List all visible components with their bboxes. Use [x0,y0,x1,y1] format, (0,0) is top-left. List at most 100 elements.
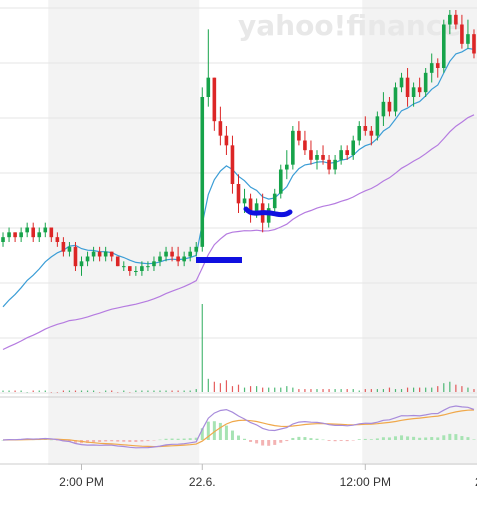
volume-bar [237,384,240,392]
volume-bar [171,390,173,392]
volume-bar [340,389,342,392]
macd-histogram-bar [315,438,319,440]
volume-bar [189,390,191,392]
volume-bar [268,387,270,392]
candle [297,121,301,146]
volume-bar [44,390,46,392]
candle-body [25,227,29,233]
macd-histogram-bar [92,440,96,443]
candle-body [429,63,434,73]
macd-line [2,405,475,449]
macd-histogram-bar [230,430,234,440]
macd-indicator-panel [1,405,476,449]
candle [381,92,386,126]
volume-bar [286,386,288,392]
candle-body [357,126,362,141]
yahoo-finance-watermark: yahoo!finance [238,9,461,42]
volume-bar [370,389,372,392]
candle-body [448,14,452,25]
macd-histogram-bar [400,435,404,440]
candle-body [121,266,126,268]
macd-histogram-bar [418,437,422,440]
candle [272,188,277,213]
candle-body [460,24,464,44]
volume-bar [298,389,300,392]
candle [321,145,325,165]
candle [291,126,295,170]
candle-body [170,251,174,257]
candle-body [103,251,108,257]
volume-bar [280,387,282,392]
candle-body [7,232,11,238]
volume-bar [32,390,34,392]
macd-histogram-bar [176,438,180,440]
candle-body [146,266,150,268]
volume-bar [68,390,71,392]
candle-body [188,251,192,257]
macd-histogram-bar [249,440,253,442]
candle-body [454,14,458,25]
macd-histogram-bar [158,439,162,441]
macd-histogram-bar [182,438,186,440]
candle [375,111,380,141]
volume-bar [105,390,107,392]
macd-histogram-bar [134,440,138,442]
candle [357,121,362,146]
candle-body [272,193,277,209]
candle-body [393,87,398,112]
macd-histogram-bar [212,421,216,440]
macd-histogram-bar [442,435,446,440]
macd-histogram-bar [122,440,126,442]
volume-bar [141,390,143,392]
candle [25,222,29,238]
macd-histogram-bar [412,436,416,440]
volume-bar [201,304,203,392]
candle [441,19,446,73]
volume-bar [443,383,445,392]
volume-bar [38,390,40,392]
candle-body [13,232,17,238]
candle-body [266,208,271,223]
volume-bar [431,387,433,392]
candle-body [466,34,470,44]
macd-signal-line [2,409,475,448]
candle-body [411,87,416,97]
volume-bar [2,390,4,392]
macd-histogram-bar [273,440,277,445]
candle-body [218,121,223,136]
slow-moving-average-line [2,114,475,351]
candle [351,135,356,160]
macd-histogram-bar [285,440,289,442]
volume-bar [400,389,403,392]
macd-histogram-bar [345,440,349,442]
volume-bar [20,390,22,392]
candle [212,77,217,131]
volume-bar [473,389,475,392]
macd-histogram-bar [267,440,271,446]
candle-body [291,130,295,165]
candle [339,145,343,165]
candle [164,246,168,262]
candle-body [230,145,235,184]
candle-body [278,169,283,194]
volume-bar [413,387,415,392]
candle-body [254,203,259,213]
volume-bar [364,389,366,392]
candle-body [303,140,307,151]
volume-bar [50,392,52,393]
macd-histogram-bar [339,440,343,441]
candle [333,155,337,175]
candle-body [176,256,180,262]
macd-histogram-bar [194,437,198,440]
candle [285,150,289,180]
macd-histogram-bar [104,440,108,442]
volume-bar [14,390,16,392]
macd-histogram-bar [357,439,361,440]
volume-bar [26,392,28,393]
macd-histogram-bar [454,434,458,440]
candle [266,203,271,228]
candle [170,246,174,262]
candle [345,145,349,160]
candle-body [158,256,162,262]
